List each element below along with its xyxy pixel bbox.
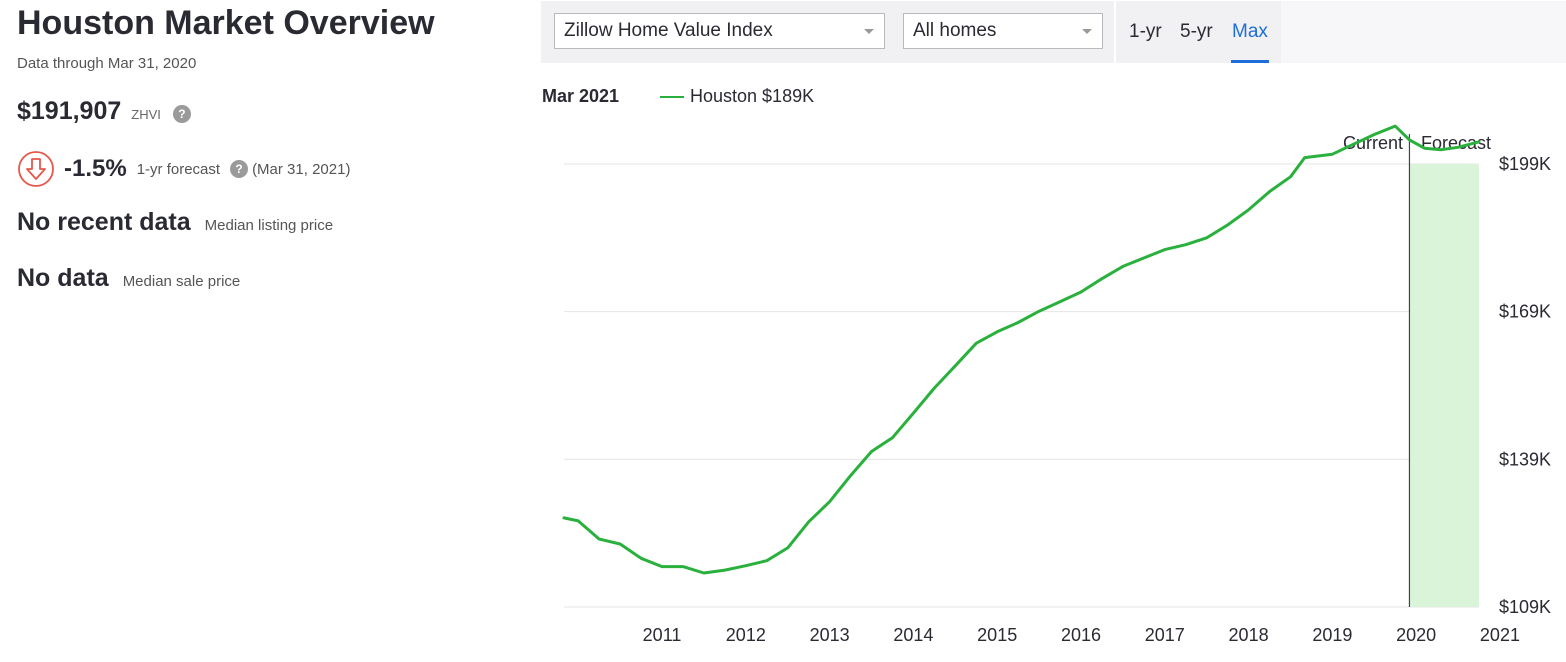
chevron-down-icon xyxy=(864,29,874,34)
zhvi-value: $191,907 xyxy=(17,97,122,125)
arrow-down-circle-icon xyxy=(18,151,54,187)
data-through-label: Data through Mar 31, 2020 xyxy=(17,55,197,72)
metric-select[interactable]: Zillow Home Value Index xyxy=(554,13,885,49)
sale-price-value: No data xyxy=(17,264,109,292)
home-type-select[interactable]: All homes xyxy=(903,13,1103,49)
legend-date: Mar 2021 xyxy=(542,86,619,106)
x-tick-label: 2016 xyxy=(1061,625,1101,645)
sale-price-label: Median sale price xyxy=(122,273,241,290)
range-max-button[interactable]: Max xyxy=(1232,21,1268,42)
y-tick-label: $139K xyxy=(1499,449,1551,469)
listing-price-label: Median listing price xyxy=(204,217,334,234)
listing-price-value: No recent data xyxy=(17,208,191,236)
forecast-band xyxy=(1409,164,1479,607)
zhvi-label: ZHVI xyxy=(131,107,161,122)
x-tick-label: 2011 xyxy=(643,625,682,645)
x-axis: 2011 2012 2013 2014 2015 2016 2017 2018 2019 2020… xyxy=(643,625,1520,645)
x-tick-label: 2021 xyxy=(1480,625,1520,645)
forecast-label: 1-yr forecast xyxy=(136,160,221,178)
forecast-help-icon[interactable]: ? xyxy=(230,160,249,178)
x-tick-label: 2018 xyxy=(1229,625,1269,645)
range-1yr-button[interactable]: 1-yr xyxy=(1129,21,1162,42)
forecast-row: -1.5% 1-yr forecast ? (Mar 31, 2021) xyxy=(17,150,350,188)
current-label: Current xyxy=(1343,133,1403,153)
y-tick-label: $169K xyxy=(1499,302,1551,322)
listing-price-row: No recent data Median listing price xyxy=(17,208,333,237)
y-tick-label: $199K xyxy=(1499,154,1551,174)
x-tick-label: 2014 xyxy=(893,625,933,645)
series-line-houston xyxy=(562,124,1481,575)
chevron-down-icon xyxy=(1082,29,1092,34)
x-tick-label: 2017 xyxy=(1145,625,1185,645)
active-range-indicator xyxy=(1231,60,1269,63)
toolbar-divider xyxy=(1114,1,1116,63)
home-type-select-value: All homes xyxy=(913,20,997,41)
x-tick-label: 2020 xyxy=(1396,625,1436,645)
toolbar-extension xyxy=(1281,1,1566,63)
x-tick-label: 2015 xyxy=(977,625,1017,645)
zhvi-row: $191,907 ZHVI ? xyxy=(17,97,191,126)
y-tick-label: $109K xyxy=(1499,597,1551,617)
y-axis: $199K $169K $139K $109K xyxy=(1499,154,1551,617)
sale-price-row: No data Median sale price xyxy=(17,264,240,293)
forecast-date: (Mar 31, 2021) xyxy=(252,160,351,178)
metric-select-value: Zillow Home Value Index xyxy=(564,20,773,41)
x-tick-label: 2013 xyxy=(810,625,850,645)
legend-label: Houston $189K xyxy=(690,86,814,106)
x-tick-label: 2019 xyxy=(1312,625,1352,645)
forecast-value: -1.5% xyxy=(64,155,127,182)
help-icon[interactable]: ? xyxy=(172,104,191,123)
x-tick-label: 2012 xyxy=(726,625,766,645)
range-5yr-button[interactable]: 5-yr xyxy=(1180,21,1213,42)
grid-layer xyxy=(564,163,1479,608)
page-title: Houston Market Overview xyxy=(17,4,435,42)
